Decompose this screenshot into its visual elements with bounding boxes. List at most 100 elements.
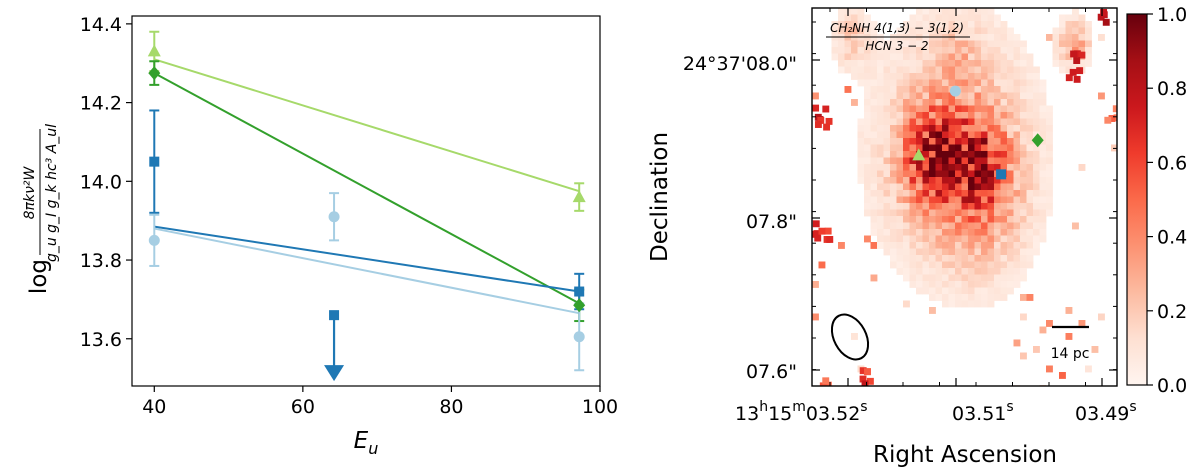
heatmap-pixel <box>1039 170 1047 178</box>
light-green-triangles-fit-line <box>153 58 580 193</box>
heatmap-pixel <box>890 157 897 165</box>
heatmap-pixel <box>890 105 897 113</box>
heatmap-pixel <box>948 242 956 249</box>
heatmap-pixel <box>922 66 930 74</box>
heatmap-pixel <box>994 60 1001 67</box>
heatmap-pixel <box>942 144 949 152</box>
x-axis-label: Eu <box>354 428 379 458</box>
heatmap-pixel <box>857 21 865 28</box>
heatmap-pixel <box>955 216 962 223</box>
heatmap-pixel <box>864 151 871 158</box>
heatmap-pixel <box>1046 112 1053 119</box>
heatmap-pixel <box>838 14 845 22</box>
heatmap-pixel <box>968 235 975 243</box>
heatmap-pixel <box>961 190 969 197</box>
heatmap-pixel <box>1033 92 1040 100</box>
heatmap-pixel <box>1000 242 1008 249</box>
heatmap-pixel <box>968 53 975 61</box>
heatmap-pixel <box>948 203 956 210</box>
colorbar-ticks: 0.0 0.2 0.4 0.6 0.8 1.0 <box>1147 4 1187 397</box>
heatmap-pixel <box>883 66 891 74</box>
heatmap-pixel <box>877 164 884 171</box>
heatmap-pixel <box>948 138 956 145</box>
heatmap-pixel <box>961 281 969 288</box>
heatmap-pixel <box>955 222 962 230</box>
heatmap-pixel <box>974 151 982 158</box>
heatmap-pixel <box>883 79 891 87</box>
heatmap-pixel <box>955 53 962 61</box>
heatmap-pixel <box>994 144 1001 152</box>
heatmap-pixel <box>883 209 891 217</box>
heatmap-pixel <box>916 86 923 93</box>
heatmap-pixel <box>929 92 936 100</box>
heatmap-pixel <box>961 79 969 87</box>
heatmap-pixel <box>1065 47 1073 54</box>
heatmap-pixel <box>870 112 878 119</box>
heatmap-pixel <box>1007 281 1014 288</box>
heatmap-pixel <box>1065 60 1073 67</box>
heatmap-pixel <box>981 183 988 191</box>
heatmap-pixel <box>909 125 917 132</box>
map-title: CH₂NH 4(1,3) − 3(1,2) HCN 3 − 2 <box>826 21 970 53</box>
heatmap-pixel <box>909 27 917 35</box>
heatmap-pixel <box>826 235 834 243</box>
heatmap-pixel <box>961 157 969 165</box>
heatmap-pixel <box>814 234 822 242</box>
heatmap-pixel <box>1039 118 1047 126</box>
heatmap-pixel <box>1065 21 1073 28</box>
heatmap-pixel <box>870 118 878 126</box>
dec-tick-label: 24°37'08.0" <box>683 53 797 75</box>
heatmap-pixel <box>1007 27 1014 35</box>
heatmap-pixel <box>1091 346 1099 353</box>
heatmap-pixel <box>929 66 936 74</box>
heatmap-pixel <box>1007 196 1014 204</box>
heatmap-pixel <box>974 281 982 288</box>
heatmap-pixel <box>1013 268 1021 275</box>
heatmap-pixel <box>1026 196 1034 204</box>
heatmap-pixel <box>909 86 917 93</box>
heatmap-pixel <box>1046 203 1053 210</box>
heatmap-pixel <box>1007 86 1014 93</box>
heatmap-pixel <box>929 125 936 132</box>
heatmap-pixel <box>1046 365 1053 373</box>
heatmap-pixel <box>1007 274 1014 282</box>
heatmap-pixel <box>1026 138 1034 145</box>
heatmap-pixel <box>883 229 891 236</box>
heatmap-pixel <box>870 151 878 158</box>
heatmap-pixel <box>922 287 930 295</box>
y-axis-label-denominator: g_u g_I g_k hc³ A_ul <box>44 124 60 262</box>
heatmap-pixel <box>883 118 891 126</box>
heatmap-pixel <box>1104 116 1112 124</box>
heatmap-pixel <box>1007 66 1014 74</box>
heatmap-pixel <box>1033 73 1040 80</box>
heatmap-pixel <box>1000 183 1008 191</box>
heatmap-pixel <box>935 255 943 262</box>
heatmap-pixel <box>916 235 923 243</box>
heatmap-pixel <box>948 27 956 35</box>
heatmap-pixel <box>838 242 845 249</box>
heatmap-pixel <box>994 125 1001 132</box>
heatmap-pixel <box>955 300 962 308</box>
heatmap-pixel <box>909 255 917 262</box>
heatmap-pixel <box>942 209 949 217</box>
heatmap-pixel <box>1000 196 1008 204</box>
heatmap-pixel <box>870 242 878 249</box>
heatmap-pixel <box>922 177 930 184</box>
heatmap-pixel <box>981 222 988 230</box>
heatmap-pixel <box>955 209 962 217</box>
heatmap-pixel <box>1026 203 1034 210</box>
light-green-triangles-point <box>147 44 161 57</box>
heatmap-pixel <box>942 86 949 93</box>
green-diamonds-point <box>573 298 586 313</box>
heatmap-pixel <box>857 47 865 54</box>
heatmap-pixel <box>870 157 878 165</box>
heatmap-pixel <box>955 183 962 191</box>
heatmap-pixel <box>1007 112 1014 119</box>
heatmap-pixel <box>857 177 865 184</box>
heatmap-pixel <box>838 53 845 61</box>
heatmap-pixel <box>903 222 910 230</box>
heatmap-pixel <box>935 27 943 35</box>
heatmap-pixel <box>864 47 871 54</box>
heatmap-pixel <box>942 47 949 54</box>
heatmap-pixel <box>909 183 917 191</box>
